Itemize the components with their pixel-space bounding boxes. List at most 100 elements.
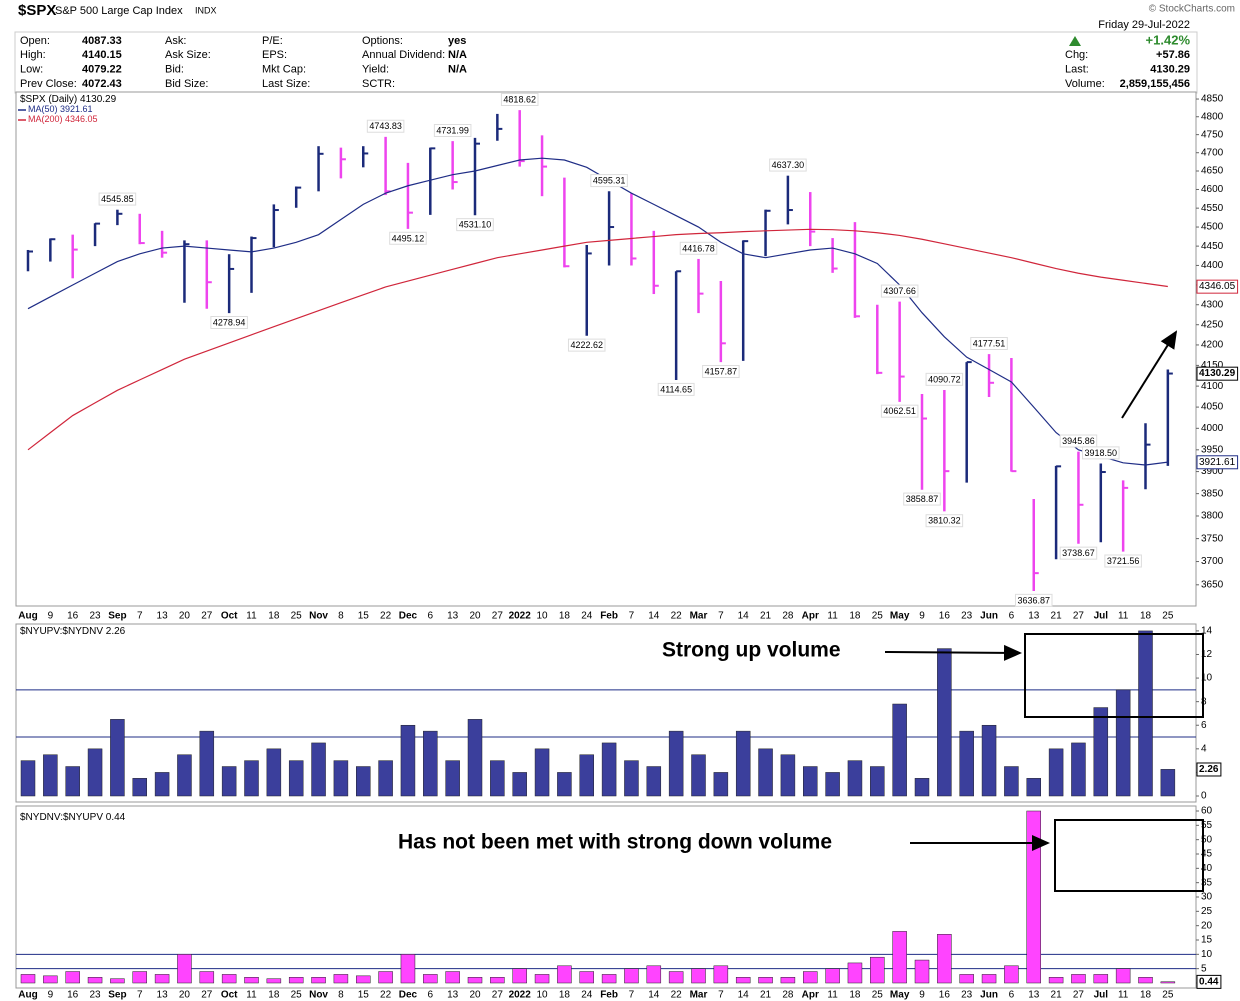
x-tick-label: 25 xyxy=(1162,990,1174,1001)
y-tick-label: 15 xyxy=(1201,935,1213,946)
x-tick-label: Mar xyxy=(690,611,708,622)
x-tick-label: Dec xyxy=(399,990,418,1001)
price-label: 3721.56 xyxy=(1107,556,1140,566)
x-tick-label: 2022 xyxy=(509,990,532,1001)
bar xyxy=(199,730,215,797)
y-tick-label: 4850 xyxy=(1201,94,1224,105)
bar xyxy=(981,724,997,797)
field-label: High: xyxy=(20,49,46,61)
x-tick-label: 23 xyxy=(961,990,973,1001)
x-tick-label: 27 xyxy=(201,611,213,622)
x-tick-label: Sep xyxy=(108,611,126,622)
x-tick-label: 22 xyxy=(380,990,392,1001)
price-bar xyxy=(652,230,659,295)
bar xyxy=(892,703,907,797)
y-tick-label: 35 xyxy=(1201,877,1213,888)
y-tick-label: 3800 xyxy=(1201,511,1224,522)
y-tick-label: 25 xyxy=(1201,906,1213,917)
y-tick-label: 0 xyxy=(1201,791,1207,802)
price-bar xyxy=(809,192,816,247)
x-tick-label: Jun xyxy=(980,611,998,622)
field-value: 4140.15 xyxy=(82,49,122,61)
callout: Has not been met with strong down volume xyxy=(398,831,832,854)
x-tick-label: 27 xyxy=(1073,611,1085,622)
bar xyxy=(624,760,639,797)
price-label: 3945.86 xyxy=(1062,436,1095,446)
price-label: 4595.31 xyxy=(593,176,626,186)
field-label: Last Size: xyxy=(262,78,310,90)
bar xyxy=(132,971,147,984)
bar xyxy=(154,974,170,984)
x-tick-label: Aug xyxy=(18,990,37,1001)
bar xyxy=(311,742,326,797)
x-tick-label: 22 xyxy=(380,611,392,622)
x-tick-label: 21 xyxy=(760,611,772,622)
bar xyxy=(646,766,662,797)
field-value: N/A xyxy=(448,64,467,76)
price-bar xyxy=(674,270,682,381)
x-tick-label: 13 xyxy=(157,611,169,622)
x-tick-label: 10 xyxy=(536,990,548,1001)
label-box xyxy=(903,492,941,506)
bar xyxy=(847,760,863,797)
bar xyxy=(356,975,371,984)
bar xyxy=(244,977,259,984)
price-bar xyxy=(1032,498,1039,591)
bar xyxy=(445,760,460,797)
x-tick-label: 10 xyxy=(536,611,548,622)
x-tick-label: 25 xyxy=(291,990,303,1001)
bar xyxy=(959,730,974,797)
y-tick-label: 12 xyxy=(1201,649,1213,660)
x-tick-label: 18 xyxy=(849,611,861,622)
y-tick-label: 5 xyxy=(1201,963,1207,974)
bar xyxy=(579,971,594,984)
price-label: 3858.87 xyxy=(906,494,939,504)
x-tick-label: Feb xyxy=(600,611,618,622)
price-bar xyxy=(741,240,749,361)
bar xyxy=(378,760,393,797)
x-tick-label: Apr xyxy=(802,611,819,622)
price-bar xyxy=(272,204,279,248)
bar xyxy=(65,971,80,984)
label-box xyxy=(210,315,248,329)
header-box xyxy=(14,31,1198,94)
x-tick-label: 25 xyxy=(291,611,303,622)
y-tick-label: 4 xyxy=(1201,743,1207,754)
price-bar xyxy=(250,236,257,293)
field-label: Low: xyxy=(20,64,43,76)
legend-name: $SPX (Daily) xyxy=(20,94,77,105)
x-tick-label: May xyxy=(890,611,910,622)
x-tick-label: 18 xyxy=(268,990,280,1001)
bar xyxy=(870,766,885,797)
x-tick-label: 18 xyxy=(559,611,571,622)
price-bar xyxy=(183,240,190,303)
bar xyxy=(445,971,460,984)
bar xyxy=(87,977,103,984)
field-label: Bid: xyxy=(165,64,184,76)
y-tick-label: 50 xyxy=(1201,834,1213,845)
x-tick-label: 20 xyxy=(469,990,481,1001)
x-tick-label: 7 xyxy=(718,611,724,622)
x-tick-label: 6 xyxy=(1009,990,1015,1001)
price-bar xyxy=(1010,358,1017,473)
x-tick-label: 27 xyxy=(492,990,504,1001)
bar xyxy=(735,977,751,984)
y-tick-label: 3750 xyxy=(1201,533,1224,544)
x-tick-label: 11 xyxy=(246,611,257,622)
x-tick-label: 13 xyxy=(1028,990,1040,1001)
x-tick-label: Mar xyxy=(690,990,708,1001)
x-tick-label: 18 xyxy=(1140,611,1152,622)
price-bar xyxy=(697,258,704,314)
bar xyxy=(1071,742,1086,797)
legend-entry: $NYUPV:$NYDNV 2.26 xyxy=(20,626,126,637)
price-label: 4495.12 xyxy=(392,233,425,243)
x-tick-label: 23 xyxy=(89,990,101,1001)
label-box xyxy=(98,192,137,206)
price-label: 4307.66 xyxy=(883,286,916,296)
bar xyxy=(199,971,215,984)
bar xyxy=(1115,689,1131,797)
price-panel xyxy=(15,91,1197,607)
y-tick-label: 4800 xyxy=(1201,111,1224,122)
field-label: Ask Size: xyxy=(165,49,211,61)
x-tick-label: 9 xyxy=(48,990,54,1001)
